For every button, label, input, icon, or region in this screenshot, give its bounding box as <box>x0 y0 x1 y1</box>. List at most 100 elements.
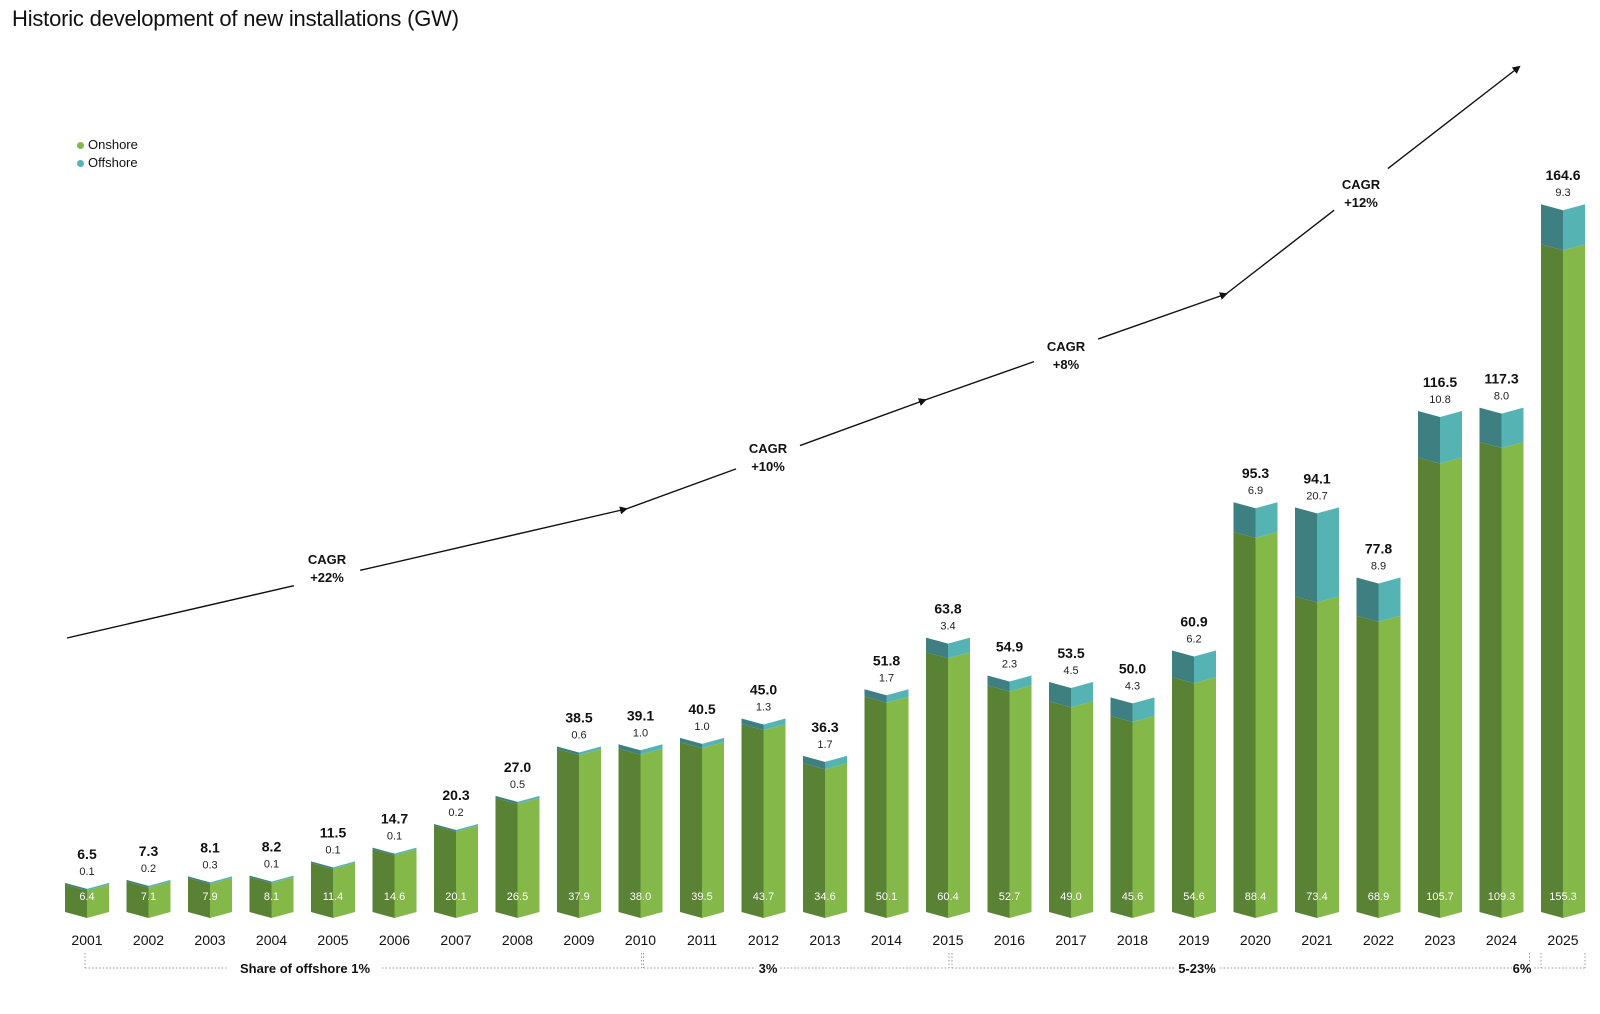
bar-onshore-2018-right-face <box>1132 715 1155 918</box>
bar-onshore-2007-left-face <box>434 825 456 918</box>
bar-offshore-2024-right-face <box>1501 407 1524 449</box>
bar-offshore-2004-left-face <box>249 875 272 884</box>
offshore-share-group-3: 5-23% <box>951 953 1530 976</box>
bar-onshore-2013-left-face <box>803 763 825 918</box>
total-label-2024: 117.3 <box>1484 371 1518 387</box>
bar-offshore-2023 <box>1418 411 1462 464</box>
bar-onshore-2010 <box>618 748 663 918</box>
bar-offshore-2020-left-face <box>1233 502 1256 538</box>
offshore-label-2012: 1.3 <box>756 702 771 714</box>
onshore-label-2005: 11.4 <box>323 891 344 903</box>
x-tick-2025: 2025 <box>1547 932 1578 948</box>
onshore-label-2003: 7.9 <box>202 891 217 903</box>
x-tick-2012: 2012 <box>748 932 779 948</box>
total-label-2018: 50.0 <box>1119 660 1146 676</box>
onshore-label-2015: 60.4 <box>937 891 958 903</box>
bar-offshore-2021-right-face <box>1317 507 1339 603</box>
bar-offshore-2024-left-face <box>1479 407 1502 449</box>
total-label-2003: 8.1 <box>200 839 220 855</box>
legend-item-onshore: Onshore <box>77 136 138 154</box>
bar-onshore-2016-left-face <box>987 685 1010 918</box>
onshore-label-2024: 109.3 <box>1488 891 1516 903</box>
legend-label-offshore: Offshore <box>88 155 138 170</box>
bar-onshore-2017-right-face <box>1071 701 1093 918</box>
offshore-label-2017: 4.5 <box>1063 665 1078 677</box>
offshore-label-2018: 4.3 <box>1125 680 1140 692</box>
bar-onshore-2017-left-face <box>1049 701 1071 918</box>
bar-onshore-2016 <box>987 685 1032 918</box>
cagr-value-4: +12% <box>1344 195 1378 210</box>
bar-offshore-2018-right-face <box>1132 697 1155 722</box>
bar-offshore-2023-right-face <box>1440 411 1462 464</box>
bar-offshore-2011-right-face <box>702 737 724 749</box>
total-label-2005: 11.5 <box>320 824 347 840</box>
bar-offshore-2023-left-face <box>1418 411 1440 464</box>
x-tick-2024: 2024 <box>1486 932 1517 948</box>
bar-offshore-2019 <box>1172 650 1216 684</box>
bar-offshore-2012-left-face <box>741 718 764 731</box>
total-label-2001: 6.5 <box>77 846 97 862</box>
bar-onshore-2014-left-face <box>864 696 887 918</box>
bar-offshore-2003-right-face <box>210 876 232 885</box>
bar-onshore-2014 <box>864 696 909 918</box>
onshore-label-2008: 26.5 <box>507 891 528 903</box>
bar-onshore-2025-left-face <box>1541 244 1563 918</box>
x-tick-2001: 2001 <box>71 932 102 948</box>
onshore-label-2013: 34.6 <box>814 891 835 903</box>
bar-onshore-2008-left-face <box>495 798 518 918</box>
offshore-label-2020: 6.9 <box>1248 485 1263 497</box>
total-label-2013: 36.3 <box>811 719 838 735</box>
bar-onshore-2020 <box>1233 531 1278 918</box>
bar-offshore-2019-left-face <box>1172 650 1194 684</box>
cagr-line-start-2 <box>625 468 737 510</box>
bar-offshore-2009-right-face <box>579 746 601 756</box>
bar-offshore-2010-right-face <box>640 744 663 755</box>
bar-offshore-2013-right-face <box>825 755 847 770</box>
bar-offshore-2004-right-face <box>271 875 294 884</box>
bar-offshore-2013 <box>803 755 847 770</box>
total-label-2015: 63.8 <box>934 601 961 617</box>
bar-offshore-2014 <box>864 689 909 703</box>
bar-onshore-2003-right-face <box>210 878 232 918</box>
bar-offshore-2005-right-face <box>333 861 355 869</box>
bar-onshore-2018-left-face <box>1110 715 1133 918</box>
bar-onshore-2003-left-face <box>188 878 210 918</box>
bar-onshore-2021 <box>1295 596 1339 918</box>
bar-onshore-2005-left-face <box>311 862 333 918</box>
cagr-label-3: CAGR <box>1047 339 1086 354</box>
x-tick-2005: 2005 <box>317 932 348 948</box>
bar-onshore-2015 <box>926 652 970 918</box>
onshore-label-2019: 54.6 <box>1183 891 1204 903</box>
x-tick-2011: 2011 <box>687 932 717 948</box>
bar-onshore-2021-right-face <box>1317 596 1339 918</box>
bar-onshore-2023-left-face <box>1418 457 1440 918</box>
bar-offshore-2021 <box>1295 507 1339 603</box>
bar-onshore-2001-left-face <box>65 884 87 918</box>
bar-onshore-2015-right-face <box>948 652 970 918</box>
bar-onshore-2018 <box>1110 715 1155 918</box>
bar-offshore-2010-left-face <box>618 744 641 755</box>
bar-onshore-2021-left-face <box>1295 596 1317 918</box>
cagr-value-3: +8% <box>1053 357 1080 372</box>
x-tick-2008: 2008 <box>502 932 533 948</box>
onshore-label-2020: 88.4 <box>1245 891 1266 903</box>
total-label-2008: 27.0 <box>504 759 531 775</box>
offshore-share-layer: Share of offshore 1% 3% 5-23% 6% <box>84 953 1586 976</box>
bar-onshore-2019-right-face <box>1194 677 1216 918</box>
bar-onshore-2002-left-face <box>126 881 149 918</box>
bar-offshore-2014-left-face <box>864 689 887 703</box>
onshore-label-2022: 68.9 <box>1368 891 1389 903</box>
cagr-arrow-3 <box>1097 292 1228 340</box>
bar-onshore-2004 <box>249 877 294 918</box>
cagr-segment-3: CAGR +8% <box>924 292 1228 401</box>
cagr-label-1: CAGR <box>308 552 347 567</box>
offshore-label-2011: 1.0 <box>694 721 709 733</box>
bar-onshore-2014-right-face <box>886 696 909 918</box>
x-tick-2004: 2004 <box>256 932 287 948</box>
bar-onshore-2012-right-face <box>763 724 786 918</box>
x-tick-2018: 2018 <box>1117 932 1148 948</box>
total-label-2002: 7.3 <box>139 843 159 859</box>
bar-offshore-2004 <box>249 875 294 884</box>
bar-offshore-2011 <box>680 737 724 749</box>
cagr-label-4: CAGR <box>1342 177 1381 192</box>
